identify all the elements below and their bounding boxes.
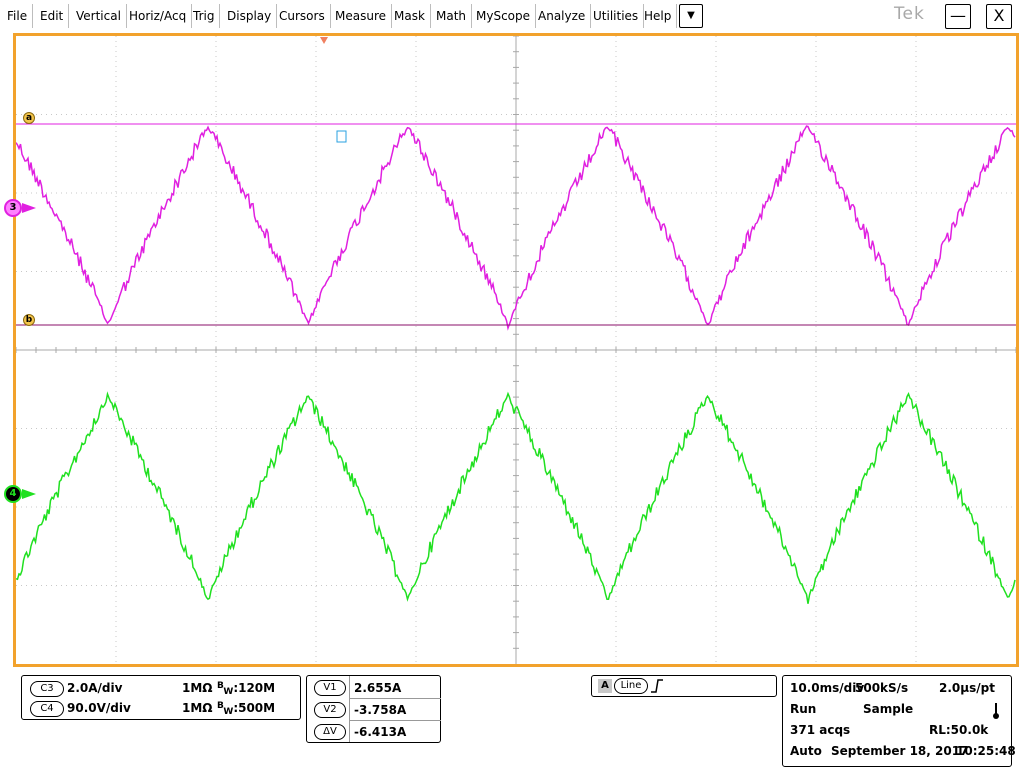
menu-mask[interactable]: Mask xyxy=(389,4,431,28)
cursor-v1-label: V1 xyxy=(314,680,346,696)
menu-edit[interactable]: Edit xyxy=(35,4,70,28)
sample-rate: 500kS/s xyxy=(855,681,909,695)
ch3-waveform xyxy=(16,125,1016,331)
minimize-button[interactable]: — xyxy=(945,4,971,29)
cursor-readout-panel[interactable]: V1 2.655A V2 -3.758A ΔV -6.413A xyxy=(306,675,441,743)
cursor-delta-value: -6.413A xyxy=(354,725,407,739)
menu-analyze[interactable]: Analyze xyxy=(533,4,592,28)
record-length: RL:50.0k xyxy=(929,723,989,737)
ch3-scale: 2.0A/div xyxy=(67,681,123,695)
menu-myscope[interactable]: MyScope xyxy=(471,4,537,28)
ch4-waveform xyxy=(16,391,1016,604)
menu-horiz-acq[interactable]: Horiz/Acq xyxy=(124,4,193,28)
menu-file[interactable]: File xyxy=(2,4,34,28)
trigger-mode: Auto xyxy=(790,744,822,758)
menu-measure[interactable]: Measure xyxy=(330,4,392,28)
run-state: Run xyxy=(790,702,817,716)
date: September 18, 2017 xyxy=(831,744,969,758)
chevron-down-icon[interactable]: ▼ xyxy=(679,4,703,28)
ch4-impedance: 1MΩ xyxy=(182,701,213,715)
cursor-v1-value: 2.655A xyxy=(354,681,402,695)
timebase: 10.0ms/div xyxy=(790,681,865,695)
trigger-arm-icon xyxy=(993,703,999,719)
status-area: C3 2.0A/div 1MΩ BW:120M C4 90.0V/div 1MΩ… xyxy=(0,670,1024,768)
ch3-bandwidth: BW:120M xyxy=(217,681,276,697)
acq-count: 371 acqs xyxy=(790,723,851,737)
menu-cursors[interactable]: Cursors xyxy=(274,4,331,28)
ch4-bandwidth: BW:500M xyxy=(217,701,276,717)
ch4-chip[interactable]: C4 xyxy=(30,701,64,717)
cursor-v2-label: V2 xyxy=(314,702,346,718)
channel-settings-box[interactable]: C3 2.0A/div 1MΩ BW:120M C4 90.0V/div 1MΩ… xyxy=(21,675,301,720)
trigger-position-icon xyxy=(320,37,328,44)
graticule xyxy=(16,36,1016,664)
trigger-mode-label: A xyxy=(598,679,612,693)
menu-display[interactable]: Display xyxy=(222,4,278,28)
cursor-delta-label: ΔV xyxy=(314,724,346,740)
ch4-marker-arrow-icon xyxy=(22,489,36,499)
menu-vertical[interactable]: Vertical xyxy=(71,4,127,28)
rising-edge-icon xyxy=(651,679,663,693)
cursor-b-marker[interactable]: b xyxy=(23,314,35,326)
tek-logo: Tek xyxy=(894,4,925,24)
close-button[interactable]: X xyxy=(986,4,1012,29)
menu-utilities[interactable]: Utilities xyxy=(588,4,645,28)
acq-mode: Sample xyxy=(863,702,914,716)
ch4-marker[interactable]: 4 xyxy=(4,485,22,503)
ch3-marker-arrow-icon xyxy=(22,203,36,213)
ch4-scale: 90.0V/div xyxy=(67,701,131,715)
ch3-impedance: 1MΩ xyxy=(182,681,213,695)
cursor-readout-box xyxy=(336,130,347,143)
menu-trig[interactable]: Trig xyxy=(188,4,221,28)
menu-math[interactable]: Math xyxy=(431,4,473,28)
cursor-a-marker[interactable]: a xyxy=(23,112,35,124)
ch3-marker[interactable]: 3 xyxy=(4,199,22,217)
trigger-box[interactable]: A Line xyxy=(591,675,777,697)
time: 10:25:48 xyxy=(956,744,1016,758)
waveform-display[interactable]: a b xyxy=(13,33,1019,667)
cursor-v2-value: -3.758A xyxy=(354,703,407,717)
trigger-source[interactable]: Line xyxy=(614,678,648,694)
resolution: 2.0μs/pt xyxy=(939,681,995,695)
acquisition-box[interactable]: 10.0ms/div 500kS/s 2.0μs/pt Run Sample 3… xyxy=(782,675,1016,767)
menu-bar: File Edit Vertical Horiz/Acq Trig Displa… xyxy=(0,0,1024,32)
ch3-chip[interactable]: C3 xyxy=(30,681,64,697)
menu-help[interactable]: Help xyxy=(639,4,678,28)
